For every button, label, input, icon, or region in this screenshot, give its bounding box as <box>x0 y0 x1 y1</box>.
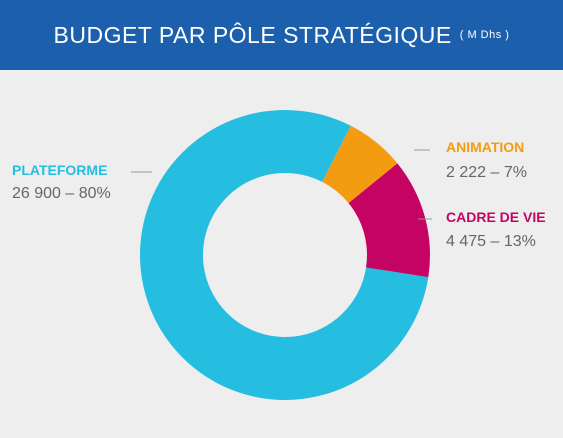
label-value-cadre-de-vie: 4 475 – 13% <box>446 233 536 250</box>
label-value-plateforme: 26 900 – 80% <box>12 185 111 202</box>
header-bar: BUDGET PAR PÔLE STRATÉGIQUE ( M Dhs ) <box>0 0 563 70</box>
label-name-plateforme: PLATEFORME <box>12 162 107 178</box>
label-name-cadre-de-vie: CADRE DE VIE <box>446 209 546 225</box>
slice-animation <box>322 125 398 204</box>
slice-cadre-de-vie <box>348 163 430 278</box>
label-value-animation: 2 222 – 7% <box>446 164 527 181</box>
slice-plateforme <box>139 109 429 401</box>
label-name-animation: ANIMATION <box>446 139 524 155</box>
donut-slices <box>139 109 430 401</box>
unit-label: ( M Dhs ) <box>459 29 510 41</box>
donut-labels: PLATEFORME 26 900 – 80% ANIMATION 2 222 – 7… <box>12 139 546 250</box>
page-title: BUDGET PAR PÔLE STRATÉGIQUE <box>53 21 452 48</box>
